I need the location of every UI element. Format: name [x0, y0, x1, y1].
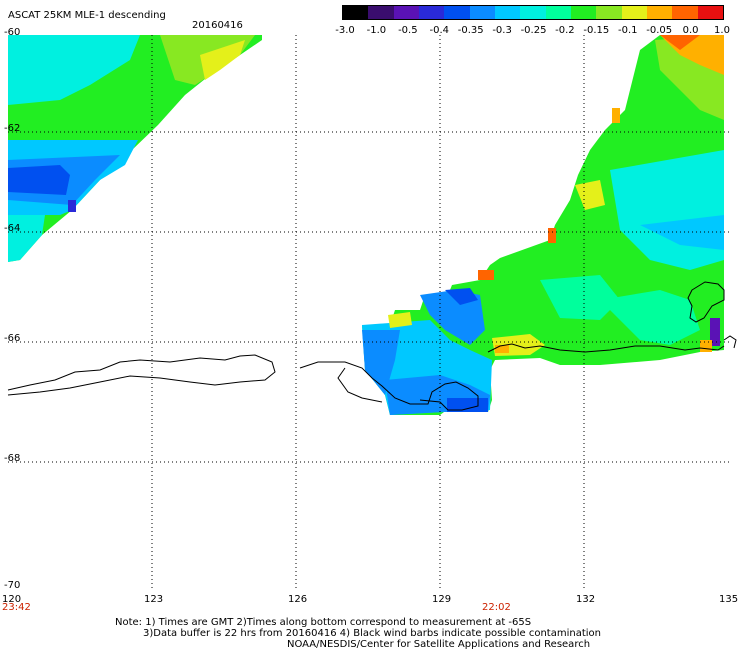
legend-swatch-10 [596, 6, 622, 19]
legend-label: -1.0 [366, 25, 387, 36]
color-scale-bar [342, 5, 724, 20]
lat-label: -62 [4, 123, 21, 134]
legend-swatch-9 [570, 6, 597, 19]
legend-swatch-6 [494, 6, 521, 19]
lon-label: 126 [288, 594, 308, 605]
legend-label: -0.3 [492, 25, 512, 36]
legend-swatch-13 [672, 6, 698, 19]
lat-label: -60 [4, 27, 21, 38]
legend-label: -0.5 [398, 25, 418, 36]
color-scale-labels: -3.0 -1.0 -0.5 -0.4 -0.35 -0.3 -0.25 -0.2 -0.15-… [330, 25, 740, 37]
legend-swatch-7 [520, 6, 546, 19]
footnotes: Note: 1) Times are GMT 2)Times along bot… [115, 617, 635, 650]
legend-label: 1.0 [714, 25, 730, 36]
note-line-1: Note: 1) Times are GMT 2)Times along bot… [115, 617, 532, 628]
legend-label: -3.0 [335, 25, 355, 36]
coastline [7, 281, 737, 411]
legend-swatch-12 [646, 6, 673, 19]
lat-label: -68 [4, 453, 21, 464]
legend-swatch-3 [418, 6, 445, 19]
time-label: 23:42 [2, 602, 31, 613]
lat-label: -66 [4, 333, 21, 344]
legend-label: -0.4 [429, 25, 450, 36]
legend-label: -0.15 [583, 25, 610, 36]
legend-label: -0.1 [617, 25, 638, 36]
lon-label: 123 [144, 594, 164, 605]
note-line-3: NOAA/NESDIS/Center for Satellite Applica… [287, 639, 591, 650]
graticule [8, 35, 730, 590]
legend-label: -0.35 [457, 25, 484, 36]
legend-label: -0.05 [646, 25, 673, 36]
legend-swatch-2 [393, 6, 419, 19]
legend-swatch-8 [545, 6, 571, 19]
lon-label: 120 [2, 594, 22, 605]
legend-label: 0.0 [682, 25, 699, 36]
legend-swatch-14 [697, 6, 723, 19]
lat-label: -64 [4, 223, 21, 234]
note-line-2: 3)Data buffer is 22 hrs from 20160416 4)… [143, 628, 601, 639]
lon-label: 129 [432, 594, 452, 605]
legend-swatch-4 [444, 6, 470, 19]
lon-label: 132 [576, 594, 596, 605]
product-date: 20160416 [192, 20, 243, 31]
time-label: 22:02 [482, 602, 511, 613]
lon-label: 135 [719, 594, 739, 605]
product-title: ASCAT 25KM MLE-1 descending [8, 10, 166, 21]
lat-label: -70 [4, 580, 21, 591]
swath-upper-left [8, 35, 262, 262]
legend-swatch-0 [343, 6, 369, 19]
legend-label: -0.25 [520, 25, 547, 36]
legend-swatch-1 [368, 6, 394, 19]
swath-lower-right [362, 35, 724, 415]
legend-label: -0.2 [555, 25, 575, 36]
legend-swatch-5 [469, 6, 495, 19]
legend-swatch-11 [621, 6, 647, 19]
